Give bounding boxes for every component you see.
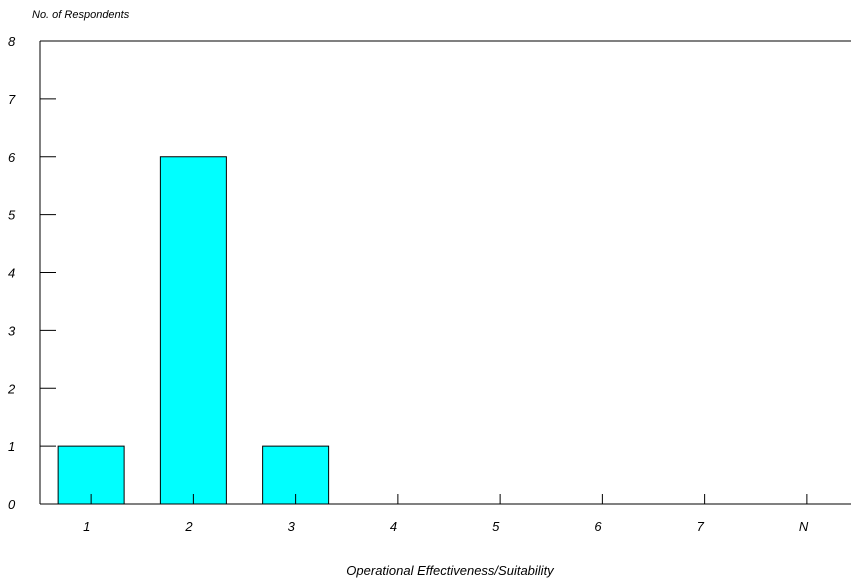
y-tick-label-6: 6 xyxy=(8,150,16,165)
y-tick-label-4: 4 xyxy=(8,266,15,281)
y-tick-label-2: 2 xyxy=(7,381,16,396)
y-tick-label-0: 0 xyxy=(8,497,16,512)
x-tick-label-3: 3 xyxy=(288,519,296,534)
x-tick-label-1: 1 xyxy=(83,519,90,534)
x-tick-label-6: 6 xyxy=(594,519,602,534)
bars xyxy=(57,156,330,505)
x-tick-label-5: 5 xyxy=(492,519,500,534)
y-axis-title: No. of Respondents xyxy=(32,9,130,21)
x-tick-label-7: 7 xyxy=(697,519,705,534)
x-tick-label-4: 4 xyxy=(390,519,397,534)
y-tick-label-8: 8 xyxy=(8,34,16,49)
y-tick-label-7: 7 xyxy=(8,92,16,107)
bar-2 xyxy=(159,156,227,505)
x-axis-ticks: 1 2 3 4 5 6 7 N xyxy=(83,494,809,534)
y-axis-ticks: 0 1 2 3 4 5 6 7 8 xyxy=(7,34,56,512)
y-tick-label-1: 1 xyxy=(8,439,15,454)
x-tick-label-N: N xyxy=(799,519,809,534)
y-tick-label-3: 3 xyxy=(8,323,16,338)
y-tick-label-5: 5 xyxy=(8,208,16,223)
x-axis-title: Operational Effectiveness/Suitability xyxy=(346,563,555,578)
x-tick-label-2: 2 xyxy=(184,519,193,534)
